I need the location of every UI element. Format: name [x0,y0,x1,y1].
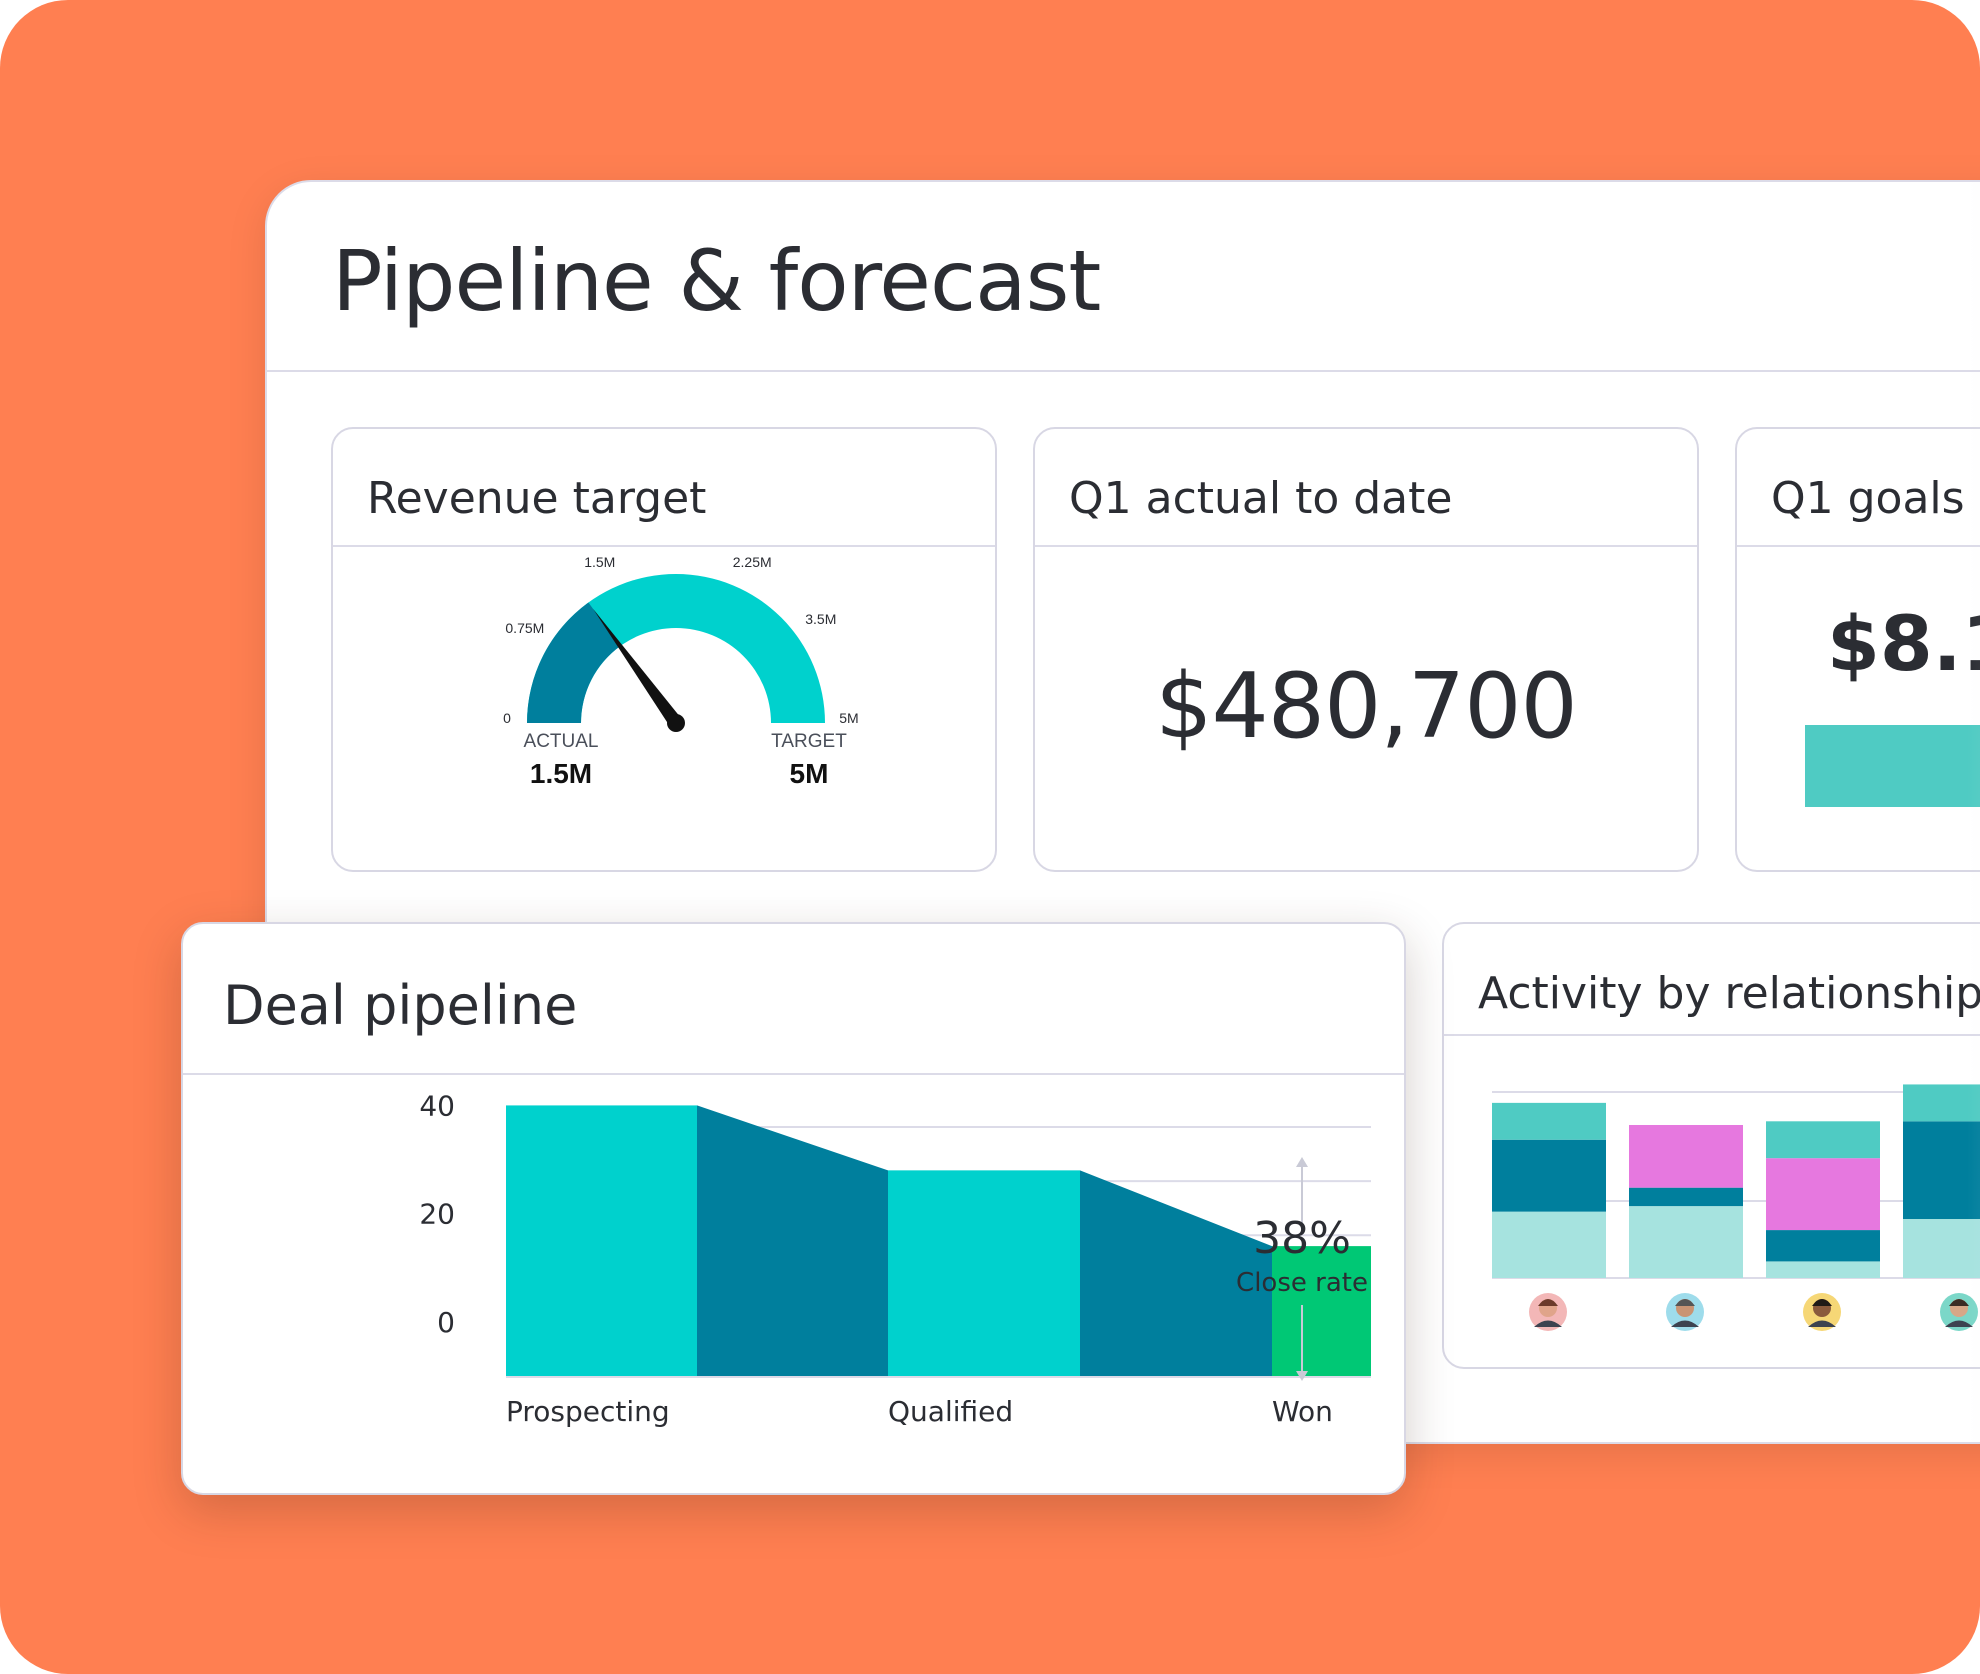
revenue-target-title: Revenue target [367,473,707,524]
avatar[interactable] [1666,1293,1704,1331]
avatar-hair [1812,1299,1832,1306]
card-header: Deal pipeline [183,924,1404,1075]
avatar-hair [1949,1299,1969,1306]
q1-actual-card[interactable]: Q1 actual to date $480,700 [1033,427,1699,872]
card-header: Q1 actual to date [1035,429,1697,547]
stack-segment [1629,1124,1743,1188]
stack-segment [1629,1187,1743,1207]
gauge-scale-label: 2.25M [733,554,772,570]
avatar-shoulders [1808,1320,1836,1327]
close-rate-arrowhead-bottom [1296,1371,1308,1381]
avatar[interactable] [1529,1293,1567,1331]
stack-segment [1903,1084,1980,1122]
card-header: Activity by relationship [1444,924,1980,1036]
q1-goals-progress-bar [1805,725,1980,807]
gauge-needle [593,608,682,728]
deal-pipeline-card[interactable]: Deal pipeline 40 20 0 Prospecting Qualified… [181,922,1406,1495]
stack-segment [1903,1219,1980,1278]
stack-segment [1492,1102,1606,1140]
deal-y-axis: 40 20 0 [419,1089,455,1338]
title-divider [267,370,1980,372]
target-label: TARGET [771,731,847,752]
gauge-target-arc [527,574,825,723]
avatar-shoulders [1534,1320,1562,1327]
stack-segment [1492,1139,1606,1212]
actual-label: ACTUAL [524,731,599,752]
avatar-shoulders [1671,1320,1699,1327]
deal-funnel [506,1105,1371,1378]
card-header: Q1 goals [1737,429,1980,547]
y-tick-label: 0 [437,1306,455,1339]
deal-pipeline-title: Deal pipeline [223,974,578,1037]
gauge-scale-label: 0 [503,710,511,726]
connector-qualified-won [1080,1170,1272,1376]
activity-avatars [1529,1293,1978,1331]
stack-segment [1903,1121,1980,1220]
bar-prospecting [506,1105,697,1376]
stack-segment [1629,1206,1743,1278]
q1-goals-card[interactable]: Q1 goals $8.12 [1735,427,1980,872]
stack-segment [1766,1158,1880,1231]
activity-title: Activity by relationship [1478,968,1980,1019]
close-rate-value: 38% [1253,1213,1351,1264]
page-title: Pipeline & forecast [332,232,1101,330]
avatar-hair [1538,1299,1558,1306]
bar-qualified [888,1170,1080,1376]
connector-prospecting-qualified [697,1105,888,1376]
stack-segment [1492,1211,1606,1278]
x-tick-label: Qualified [888,1395,1013,1428]
avatar[interactable] [1803,1293,1841,1331]
y-tick-label: 40 [419,1089,455,1122]
avatar-hair [1675,1299,1695,1306]
close-rate-arrowhead-top [1296,1157,1308,1167]
gauge-scale-labels: 0 0.75M 1.5M 2.25M 3.5M 5M [503,554,859,726]
gauge-scale-label: 3.5M [805,611,836,627]
deal-x-axis: Prospecting Qualified Won [506,1395,1333,1428]
gauge-scale-label: 5M [839,710,858,726]
activity-chart [1492,1084,1980,1331]
activity-card[interactable]: Activity by relationship [1442,922,1980,1369]
target-value: 5M [790,758,829,789]
avatar-shoulders [1945,1320,1973,1327]
y-tick-label: 20 [419,1198,455,1231]
revenue-target-card[interactable]: Revenue target 0 0.75M 1.5M 2.25M 3.5M 5M ACT… [331,427,997,872]
gauge-needle-hub [667,714,685,732]
deal-pipeline-chart: 40 20 0 Prospecting Qualified Won 38% Close … [419,1089,1371,1428]
revenue-gauge: 0 0.75M 1.5M 2.25M 3.5M 5M ACTUAL 1.5M TARGET… [503,554,859,789]
q1-actual-title: Q1 actual to date [1069,473,1453,524]
stack-segment [1766,1230,1880,1262]
close-rate-label: Close rate [1236,1268,1368,1298]
gauge-scale-label: 0.75M [505,620,544,636]
actual-value: 1.5M [530,758,592,789]
q1-goals-title: Q1 goals [1771,473,1965,524]
x-tick-label: Prospecting [506,1395,670,1428]
bar-won [1272,1246,1371,1376]
activity-bars [1492,1084,1980,1278]
stack-segment [1766,1121,1880,1159]
gauge-scale-label: 1.5M [584,554,615,570]
stack-segment [1766,1261,1880,1278]
q1-actual-value: $480,700 [1155,654,1577,759]
gauge-actual-arc [527,602,621,723]
x-tick-label: Won [1272,1395,1333,1428]
card-header: Revenue target [333,429,995,547]
q1-goals-value: $8.12 [1827,599,1980,688]
avatar[interactable] [1940,1293,1978,1331]
